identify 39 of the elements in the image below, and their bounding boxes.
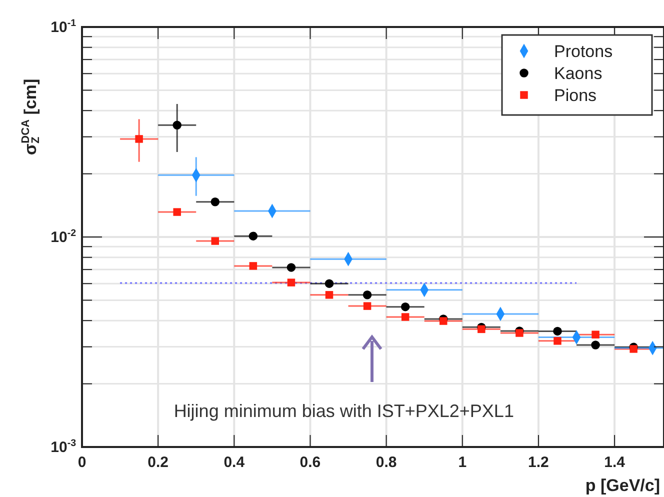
point [286,263,296,272]
point [324,279,334,288]
x-tick-label: 0.4 [224,454,246,471]
point [172,120,182,130]
point [363,302,372,310]
x-tick-label: 1.4 [604,454,626,471]
point [630,345,638,353]
point [516,329,524,337]
point [362,290,372,300]
point [400,302,410,312]
point [173,208,181,216]
legend-label: Pions [554,86,597,105]
x-tick-label: 0.2 [148,454,169,471]
point [591,340,600,350]
point [440,317,448,325]
point [211,237,220,245]
point [592,330,600,338]
point [325,291,334,299]
point [478,325,486,334]
x-axis-title: p [GeV/c] [585,476,660,495]
y-tick-label: 10$^{-3}$ [50,438,77,456]
x-tick-label: 0.8 [376,454,397,471]
y-tick-label: 10$^{-1}$ [50,18,77,36]
legend-label: Protons [554,42,613,61]
point [554,337,562,345]
point [210,198,220,206]
point [135,135,143,143]
annotation: Hijing minimum bias with IST+PXL2+PXL1 [174,401,514,421]
point [401,313,410,321]
x-tick-label: 1.2 [528,454,549,471]
x-tick-label: 1 [458,454,467,471]
point [553,326,562,336]
x-tick-label: 0.6 [300,454,321,471]
point [287,278,296,286]
point [248,232,258,240]
legend-label: Kaons [554,64,602,83]
y-tick-label: 10$^{-2}$ [50,228,77,246]
x-tick-label: 0 [78,454,86,471]
point [249,262,258,270]
